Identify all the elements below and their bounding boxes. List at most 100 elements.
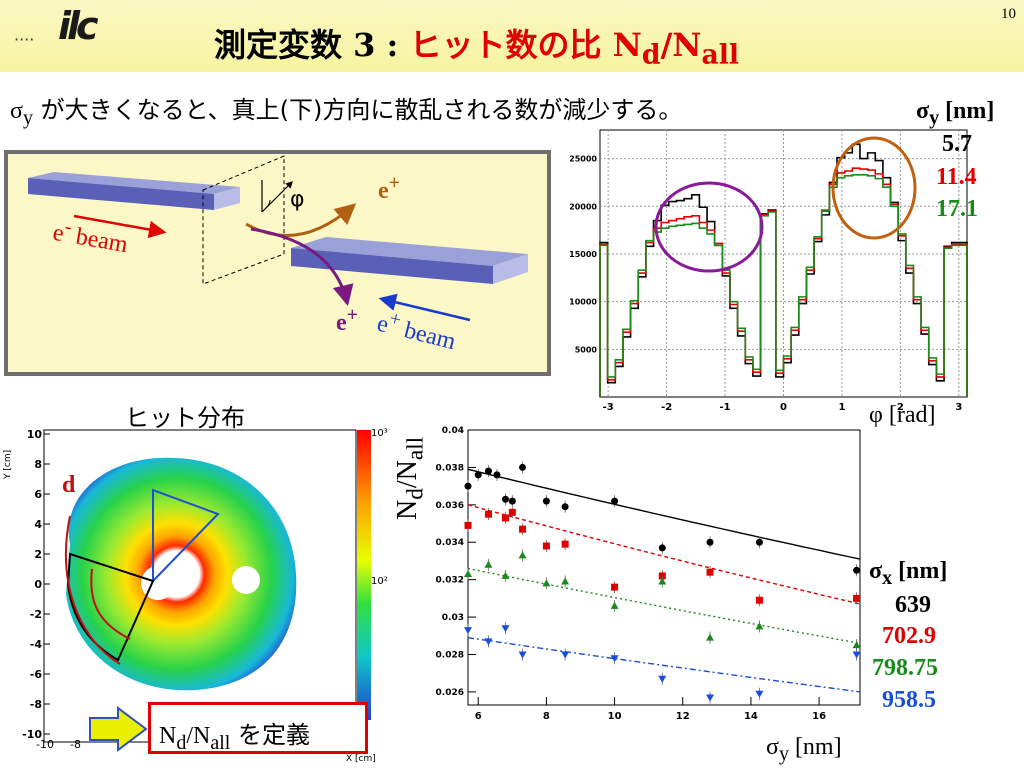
hist-y-tick-label: 25000 bbox=[570, 155, 597, 164]
ratio-point-702.9 bbox=[561, 540, 569, 548]
hit-ytick-label: -6 bbox=[30, 668, 43, 681]
ratio-legend-header: σx [nm] bbox=[869, 558, 947, 590]
ratio-point-798.75 bbox=[658, 577, 667, 585]
e-plus-up-sup: + bbox=[388, 172, 401, 194]
ratio-y-tick-label: 0.03 bbox=[442, 613, 464, 623]
ratio-ylabel-tail-sub: all bbox=[402, 436, 429, 461]
colorbar bbox=[357, 430, 371, 720]
define-sub-all: all bbox=[210, 731, 231, 754]
hit-ytick-label: -10 bbox=[22, 728, 42, 741]
hist-xlabel: φ [rad] bbox=[869, 402, 936, 428]
ratio-point-958.5 bbox=[484, 638, 493, 646]
ratio-point-639 bbox=[501, 495, 509, 503]
ratio-frame bbox=[467, 429, 861, 706]
ratio-point-798.75 bbox=[610, 601, 619, 609]
ratio-point-639 bbox=[561, 503, 569, 511]
hit-xlabel: X [cm] bbox=[346, 754, 376, 764]
hist-legend-unit: [nm] bbox=[939, 98, 995, 124]
hit-ytick-label: 2 bbox=[34, 548, 42, 561]
ratio-point-639 bbox=[508, 497, 516, 505]
d-arc-outer bbox=[65, 515, 121, 665]
hist-x-tick-label: 2 bbox=[897, 402, 904, 413]
e-minus-beam-arrow bbox=[73, 214, 167, 239]
title-highlight: ヒット数の比 bbox=[409, 26, 613, 64]
ratio-point-702.9 bbox=[464, 521, 472, 529]
e-plus-beam-arrow bbox=[378, 293, 471, 322]
hist-x-tick-label: 0 bbox=[780, 402, 787, 413]
hit-ytick-label: 4 bbox=[34, 518, 42, 531]
ratio-xlabel: σy [nm] bbox=[766, 734, 842, 766]
ratio-point-958.5 bbox=[658, 675, 667, 683]
title-sub-all: all bbox=[701, 39, 740, 71]
slide-title: 測定変数 3 : ヒット数の比 Nd/Nall bbox=[214, 20, 739, 70]
ratio-point-702.9 bbox=[508, 508, 516, 516]
ratio-point-798.75 bbox=[852, 641, 861, 649]
ratio-x-tick-label: 16 bbox=[812, 711, 826, 722]
hist-legend-sigma: σ bbox=[916, 98, 930, 124]
hist-y-tick-label: 5000 bbox=[575, 345, 598, 354]
hist-legend-sub: y bbox=[929, 106, 940, 129]
ratio-x-tick-label: 14 bbox=[744, 711, 758, 722]
ratio-x-tick-label: 6 bbox=[475, 711, 482, 722]
ratio-point-798.75 bbox=[561, 577, 570, 585]
ratio-point-639 bbox=[484, 467, 492, 475]
beam-diagram: φ e- beam e+ beam e+ e+ bbox=[4, 150, 551, 376]
phi-symbol: φ bbox=[290, 187, 305, 212]
ratio-point-958.5 bbox=[464, 627, 472, 635]
ratio-ylabel-sub: d bbox=[402, 488, 429, 500]
hist-y-tick-label: 20000 bbox=[570, 202, 597, 211]
ratio-ylabel-tail: /N bbox=[392, 460, 423, 489]
ratio-point-639 bbox=[519, 463, 527, 471]
hit-ylabel: Y [cm] bbox=[3, 450, 13, 480]
hist-y-tick-label: 15000 bbox=[570, 250, 597, 259]
ratio-point-958.5 bbox=[501, 625, 510, 633]
d-arc-inner bbox=[90, 568, 131, 640]
hit-ytick-label: 10 bbox=[27, 428, 43, 441]
right-peak-circle bbox=[831, 136, 917, 240]
ratio-legend-sub: x bbox=[882, 566, 893, 589]
right-arrow-icon bbox=[89, 706, 148, 752]
ratio-fit-702.9 bbox=[467, 504, 861, 605]
ratio-y-tick-label: 0.038 bbox=[436, 463, 464, 473]
ratio-point-798.75 bbox=[464, 570, 472, 578]
ratio-point-702.9 bbox=[853, 594, 861, 602]
title-prefix: 測定変数 3 : bbox=[214, 26, 410, 64]
ratio-ylabel: Nd/Nall bbox=[392, 437, 430, 520]
hist-y-tick-label: 10000 bbox=[570, 298, 597, 307]
ratio-point-639 bbox=[611, 497, 619, 505]
ratio-point-958.5 bbox=[561, 651, 570, 659]
ratio-point-702.9 bbox=[484, 510, 492, 518]
logo-dots: ···· bbox=[14, 30, 35, 49]
ratio-point-958.5 bbox=[518, 651, 527, 659]
ratio-point-639 bbox=[542, 497, 550, 505]
hist-series-17.1 bbox=[599, 174, 968, 397]
ilc-logo: ilc bbox=[58, 4, 99, 48]
hit-ytick-label: -2 bbox=[30, 608, 42, 621]
beam-pipe-hole bbox=[141, 566, 175, 600]
hit-dist-title: ヒット分布 bbox=[125, 404, 245, 432]
ratio-y-tick-label: 0.026 bbox=[436, 688, 464, 698]
hit-ytick-label: 0 bbox=[34, 578, 42, 591]
ratio-y-tick-label: 0.036 bbox=[436, 501, 464, 511]
ratio-legend-sigma: σ bbox=[869, 558, 883, 584]
subtitle-text: が大きくなると、真上(下)方向に散乱される数が減少する。 bbox=[32, 96, 683, 124]
subtitle-sigma-sub: y bbox=[22, 106, 33, 129]
hist-x-tick-label: -2 bbox=[661, 402, 672, 413]
ratio-legend-unit: [nm] bbox=[892, 558, 948, 584]
ratio-y-tick-label: 0.04 bbox=[442, 426, 464, 436]
ratio-point-702.9 bbox=[501, 514, 509, 522]
hit-xtick-2: -8 bbox=[70, 738, 81, 751]
define-slash: /N bbox=[186, 723, 211, 749]
phi-axes bbox=[261, 180, 294, 213]
up-region-outline bbox=[152, 488, 220, 584]
ratio-fit-958.5 bbox=[467, 637, 861, 693]
right-beam-slab bbox=[291, 237, 528, 284]
define-ratio-box: Nd/Nall を定義 bbox=[148, 702, 368, 754]
ratio-fit-639 bbox=[467, 468, 861, 560]
hist-legend-item-1: 5.7 bbox=[942, 131, 972, 157]
ratio-point-798.75 bbox=[518, 551, 527, 559]
ratio-point-639 bbox=[706, 538, 714, 546]
ratio-legend-item-4: 958.5 bbox=[882, 687, 936, 713]
phi-histogram: -3 -2 -1 0 1 2 3 5000 10000 15000 20000 25000 bbox=[570, 129, 968, 413]
